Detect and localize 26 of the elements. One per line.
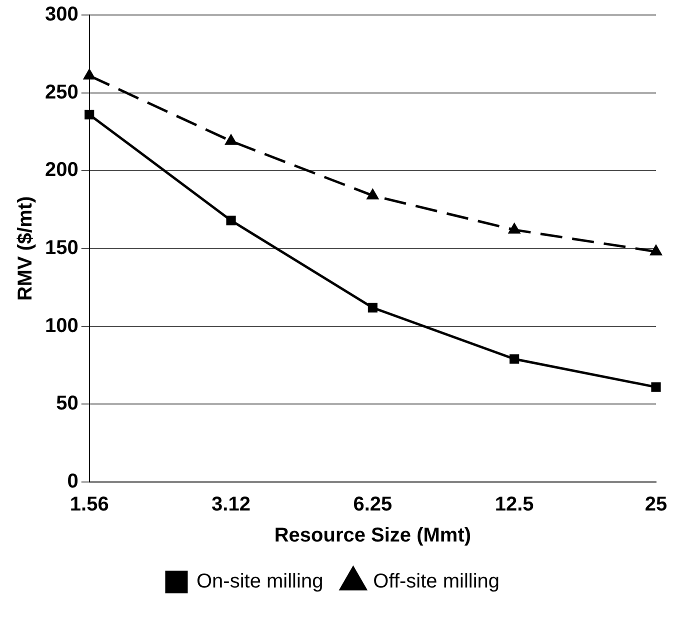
- y-tick-label: 100: [44, 314, 78, 337]
- point: [368, 302, 378, 312]
- point: [651, 382, 661, 392]
- point: [225, 134, 237, 145]
- legend-label: On-site milling: [196, 570, 324, 593]
- x-tick-label: 3.12: [212, 494, 250, 516]
- point: [226, 216, 236, 226]
- y-tick-label: 0: [67, 470, 78, 493]
- y-tick-label: 250: [44, 81, 78, 104]
- y-axis-title: RMV ($/mt): [14, 196, 37, 301]
- y-tick-label: 150: [44, 237, 78, 260]
- x-tick-label: 25: [644, 494, 668, 516]
- point: [84, 69, 95, 80]
- y-tick-label: 200: [44, 159, 78, 182]
- point: [84, 110, 94, 120]
- point: [508, 224, 520, 234]
- point: [367, 189, 378, 200]
- y-tick-label: 300: [44, 4, 78, 26]
- point: [650, 245, 662, 256]
- point: [510, 354, 520, 364]
- legend-label: Off-site milling: [373, 570, 500, 593]
- x-tick-label: 6.25: [353, 494, 392, 516]
- x-tick-label: 1.56: [70, 494, 109, 516]
- y-tick-label: 50: [56, 392, 78, 415]
- x-axis-title: Resource Size (Mmt): [274, 524, 472, 547]
- x-tick-label: 12.5: [494, 494, 534, 516]
